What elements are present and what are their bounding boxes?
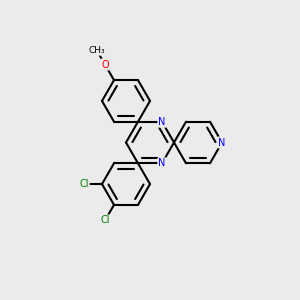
Text: Cl: Cl [79,179,89,189]
Text: Cl: Cl [100,215,110,225]
Text: N: N [158,117,166,127]
Text: O: O [101,60,109,70]
Text: N: N [158,158,166,168]
Text: N: N [218,137,226,148]
Text: CH₃: CH₃ [88,46,105,55]
